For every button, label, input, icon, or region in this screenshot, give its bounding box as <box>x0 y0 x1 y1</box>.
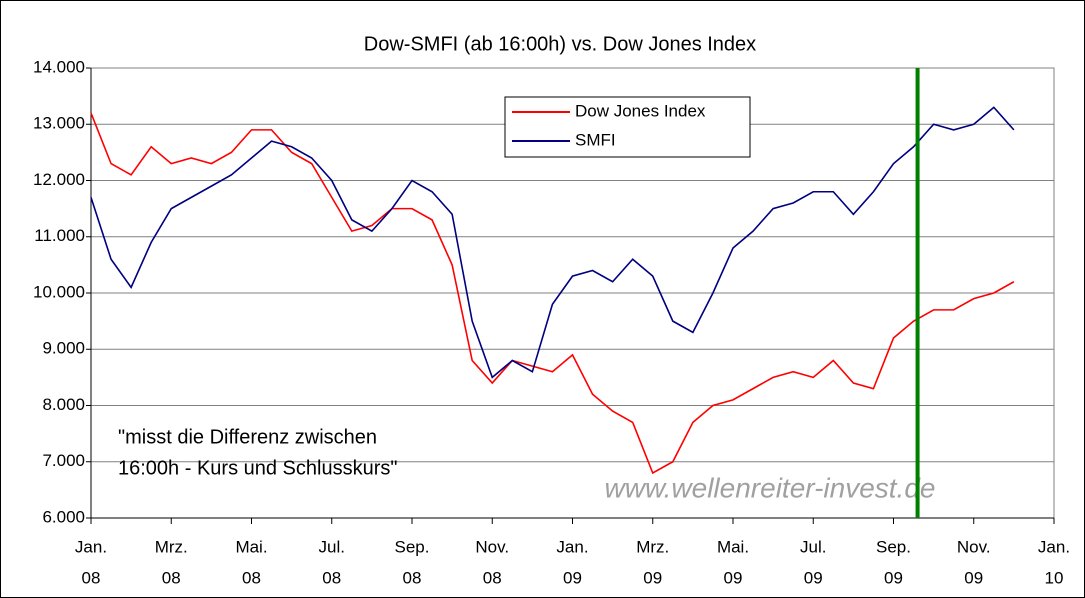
x-tick-label: Sep. <box>876 537 911 556</box>
x-tick-label: 08 <box>322 568 341 587</box>
x-tick-label: 09 <box>964 568 983 587</box>
y-tick-label: 11.000 <box>34 226 85 245</box>
x-tick-label: 09 <box>804 568 823 587</box>
x-tick-label: Mrz. <box>636 537 669 556</box>
y-tick-label: 9.000 <box>42 339 85 358</box>
x-tick-label: Jan. <box>556 537 588 556</box>
y-tick-label: 10.000 <box>33 282 85 301</box>
y-tick-label: 12.000 <box>33 170 85 189</box>
x-tick-label: Mai. <box>235 537 267 556</box>
x-tick-label: Nov. <box>957 537 991 556</box>
legend-label: SMFI <box>575 130 616 149</box>
legend-box <box>504 96 751 158</box>
x-tick-label: Mai. <box>717 537 749 556</box>
x-tick-label: 09 <box>563 568 582 587</box>
y-tick-label: 13.000 <box>33 114 85 133</box>
x-tick-label: 09 <box>724 568 743 587</box>
legend-label: Dow Jones Index <box>575 101 706 120</box>
chart-title: Dow-SMFI (ab 16:00h) vs. Dow Jones Index <box>364 33 756 55</box>
y-tick-label: 6.000 <box>42 507 85 526</box>
x-tick-label: Jul. <box>319 537 345 556</box>
annotation: "misst die Differenz zwischen <box>118 426 377 448</box>
series-line <box>90 112 1015 475</box>
x-tick-label: Jan. <box>1038 537 1070 556</box>
x-tick-label: 09 <box>884 568 903 587</box>
x-tick-label: Jan. <box>75 537 107 556</box>
x-tick-label: 08 <box>82 568 101 587</box>
x-tick-label: Mrz. <box>155 537 188 556</box>
y-tick-label: 14.000 <box>33 57 85 76</box>
x-tick-label: 10 <box>1045 568 1064 587</box>
x-tick-label: 08 <box>162 568 181 587</box>
y-tick-label: 8.000 <box>42 395 85 414</box>
x-tick-label: Jul. <box>800 537 826 556</box>
x-tick-label: 08 <box>403 568 422 587</box>
watermark: www.wellenreiter-invest.de <box>605 472 936 503</box>
annotation: 16:00h - Kurs und Schlusskurs" <box>118 457 397 479</box>
x-tick-label: Sep. <box>395 537 430 556</box>
x-tick-label: 08 <box>242 568 261 587</box>
series-line <box>90 106 1015 379</box>
y-tick-label: 7.000 <box>42 451 85 470</box>
x-tick-label: 09 <box>643 568 662 587</box>
x-tick-label: Nov. <box>475 537 509 556</box>
x-tick-label: 08 <box>483 568 502 587</box>
